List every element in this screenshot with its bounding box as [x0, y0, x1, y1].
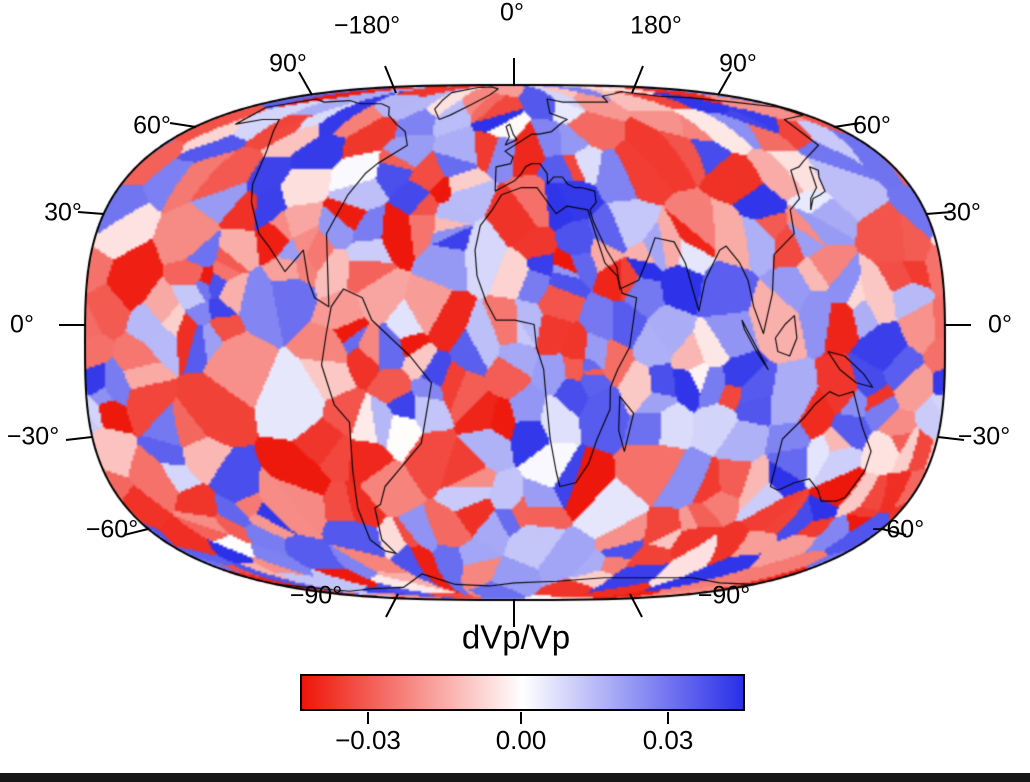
lon-label-top-0: 0°	[500, 0, 524, 27]
colorbar-tick-label-m003: −0.03	[335, 725, 401, 755]
lon-label-top-180: 180°	[630, 11, 682, 40]
lat-label-left-m90: −90°	[289, 581, 343, 610]
colorbar-title: dVp/Vp	[461, 618, 571, 656]
lat-label-left-60: 60°	[133, 111, 171, 140]
lon-label-top-minus180: −180°	[333, 11, 401, 40]
lat-label-left-m30: −30°	[6, 422, 60, 451]
lat-label-right-30: 30°	[943, 198, 981, 227]
lat-label-left-30: 30°	[44, 198, 82, 227]
colorbar-gradient	[300, 674, 745, 711]
lat-label-right-90: 90°	[719, 49, 757, 78]
lat-label-left-90: 90°	[269, 49, 307, 78]
lat-label-left-0: 0°	[10, 310, 34, 339]
colorbar-tick-label-000: 0.00	[495, 725, 547, 755]
lat-label-right-60: 60°	[853, 111, 891, 140]
lat-label-right-m90: −90°	[697, 581, 751, 610]
lat-label-right-m60: −60°	[871, 515, 925, 544]
bottom-bar	[0, 773, 1030, 782]
lat-label-left-m60: −60°	[85, 515, 139, 544]
lat-label-right-0: 0°	[988, 310, 1012, 339]
lat-label-right-m30: −30°	[957, 422, 1011, 451]
colorbar-tick-label-003: 0.03	[642, 725, 694, 755]
